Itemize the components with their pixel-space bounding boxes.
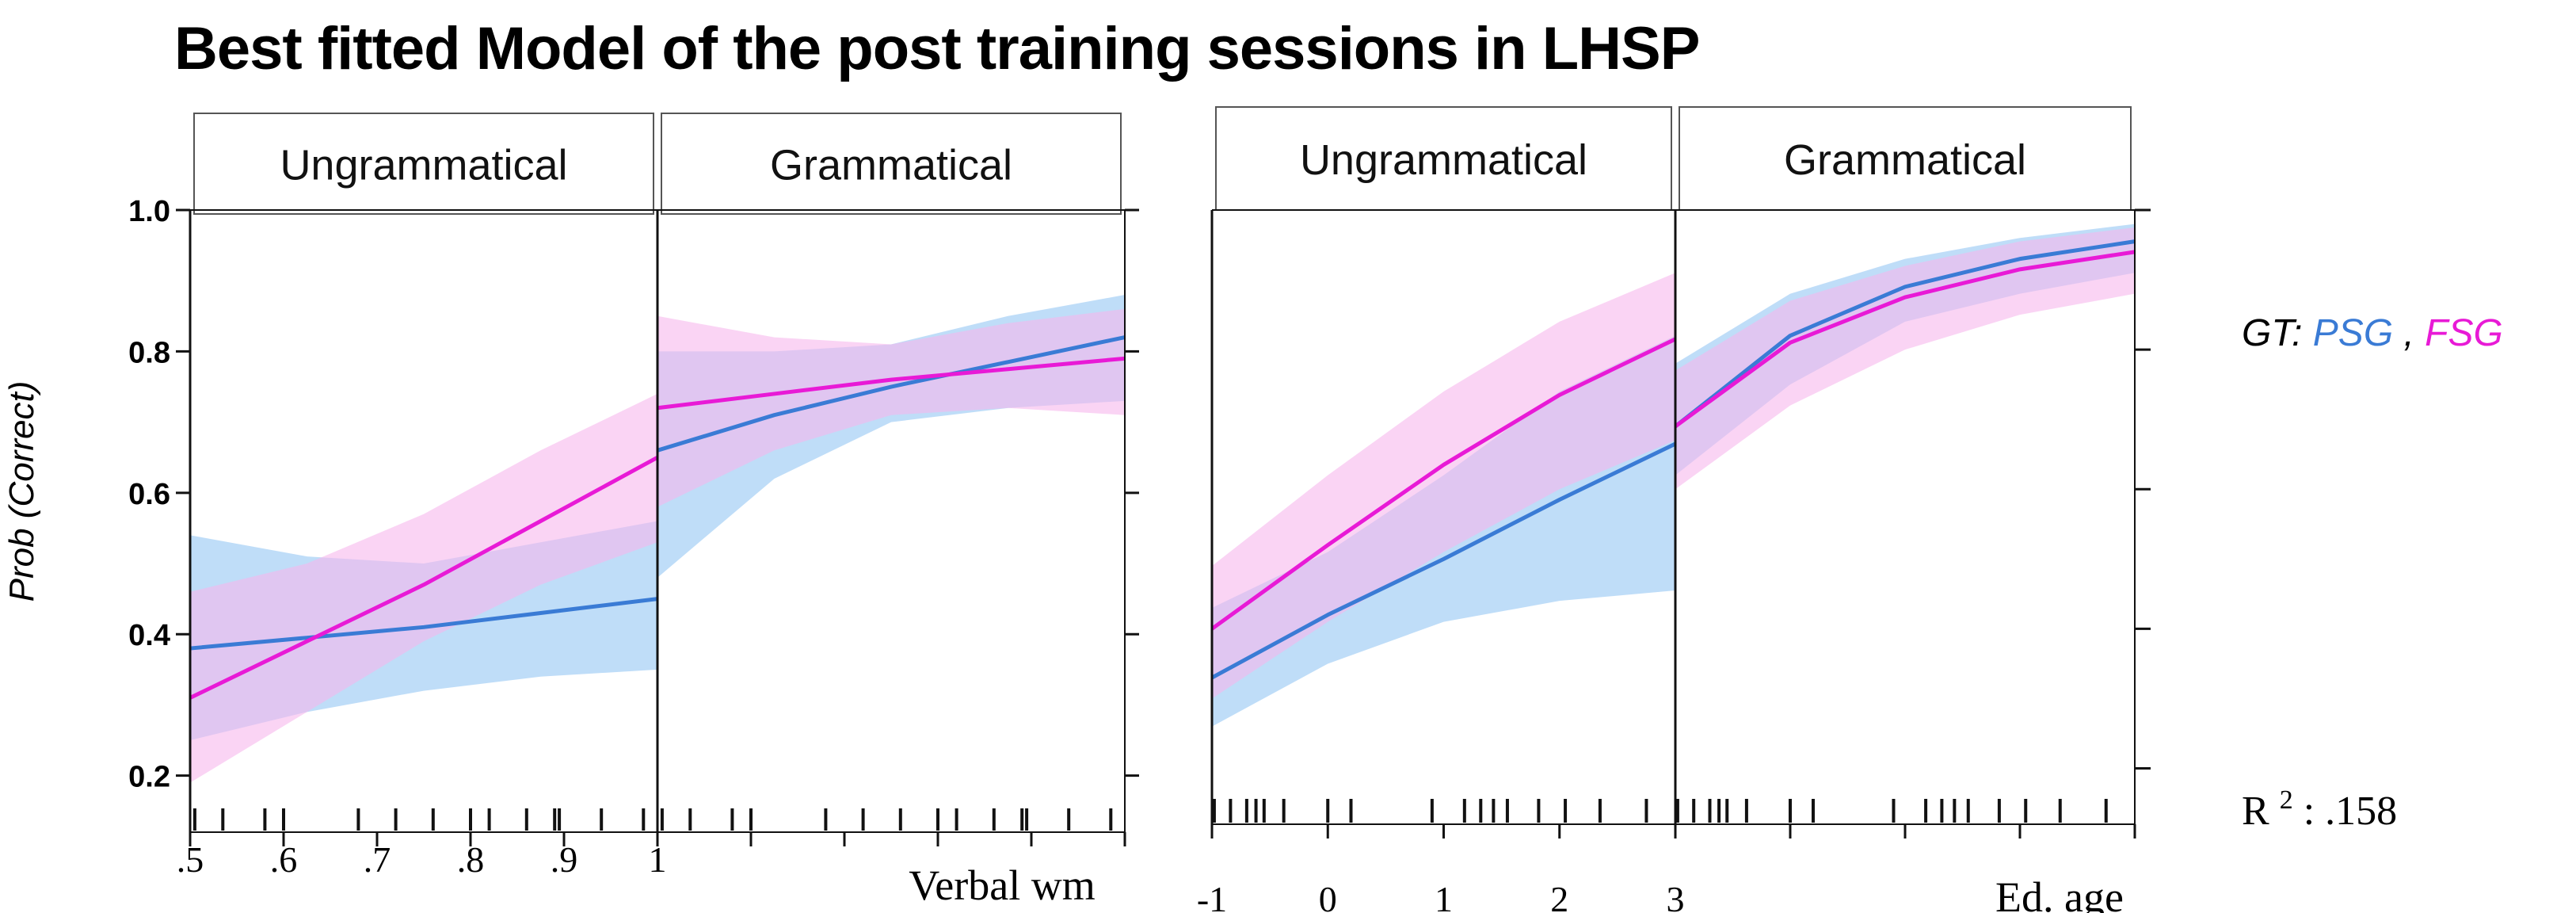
line-fsg	[189, 456, 659, 700]
legend-item-fsg: FSG	[2425, 312, 2503, 354]
x-tick-label: .6	[270, 839, 298, 880]
legend-separator: ,	[2404, 312, 2425, 354]
y-tick-label: 0.2	[128, 761, 170, 794]
y-tick-label: 0.4	[128, 619, 170, 652]
strip-box	[661, 113, 1122, 215]
x-axis-label: Verbal wm	[909, 861, 1095, 909]
r-squared-value: : .158	[2304, 789, 2397, 834]
x-tick-label: 0	[1319, 879, 1337, 913]
strip-box	[1679, 106, 2132, 211]
y-tick-label: 0.6	[128, 478, 170, 511]
panel-grammatical-ed-age: Grammatical	[1674, 106, 2136, 824]
x-tick-label: .7	[364, 839, 391, 880]
x-tick-label: .5	[177, 839, 204, 880]
x-tick-label: -1	[1197, 879, 1227, 913]
legend: GT: PSG , FSG	[2242, 312, 2503, 354]
r-squared-sup: 2	[2280, 785, 2293, 815]
strip-label: Ungrammatical	[280, 142, 567, 189]
line-psg	[1674, 239, 2136, 428]
r-squared-r: R	[2242, 789, 2269, 834]
y-tick-label: 0.8	[128, 336, 170, 369]
line-fsg	[1210, 337, 1677, 631]
panel-ungrammatical-verbal-wm: Ungrammatical	[189, 113, 659, 832]
chart-title: Best fitted Model of the post training s…	[174, 15, 1700, 82]
strip-box	[1215, 106, 1672, 211]
line-fsg	[657, 356, 1126, 411]
strip-label: Ungrammatical	[1300, 136, 1587, 184]
line-fsg	[1674, 250, 2136, 429]
legend-prefix: GT:	[2242, 312, 2302, 354]
annotations: Prob (Correct) GT: PSG , FSG R 2 : .158	[2, 312, 2503, 834]
x-axis-label: Ed. age	[1995, 873, 2124, 913]
x-tick-label: 3	[1667, 879, 1685, 913]
x-tick-label: 1	[649, 839, 667, 880]
x-tick-label: .9	[551, 839, 578, 880]
strip-box	[193, 113, 654, 215]
legend-item-psg: PSG	[2313, 312, 2393, 354]
r-squared-label: R 2 : .158	[2242, 773, 2397, 834]
x-tick-label: 2	[1550, 879, 1568, 913]
strip-label: Grammatical	[1784, 136, 2026, 184]
panel-grammatical-verbal-wm: Grammatical	[656, 113, 1126, 832]
line-psg	[1210, 441, 1677, 680]
chart-left: Ungrammatical Grammatical 1.0 0.8 0.6 0.4 0.2.…	[128, 113, 1139, 909]
y-axis-label: Prob (Correct)	[2, 381, 41, 602]
y-tick-label: 1.0	[128, 195, 170, 228]
line-psg	[657, 335, 1126, 453]
panel-ungrammatical-ed-age: Ungrammatical	[1210, 106, 1677, 824]
confidence-band-fsg	[657, 308, 1125, 507]
confidence-band-fsg	[190, 393, 657, 783]
x-tick-label: .8	[457, 839, 485, 880]
confidence-band-fsg	[1212, 273, 1675, 699]
x-tick-label: 1	[1435, 879, 1453, 913]
line-psg	[189, 597, 658, 651]
confidence-band-fsg	[1675, 227, 2135, 490]
chart-right: Ungrammatical Grammatical -1 0 1 2 3 Ed. age	[1197, 106, 2151, 913]
strip-label: Grammatical	[770, 142, 1012, 189]
